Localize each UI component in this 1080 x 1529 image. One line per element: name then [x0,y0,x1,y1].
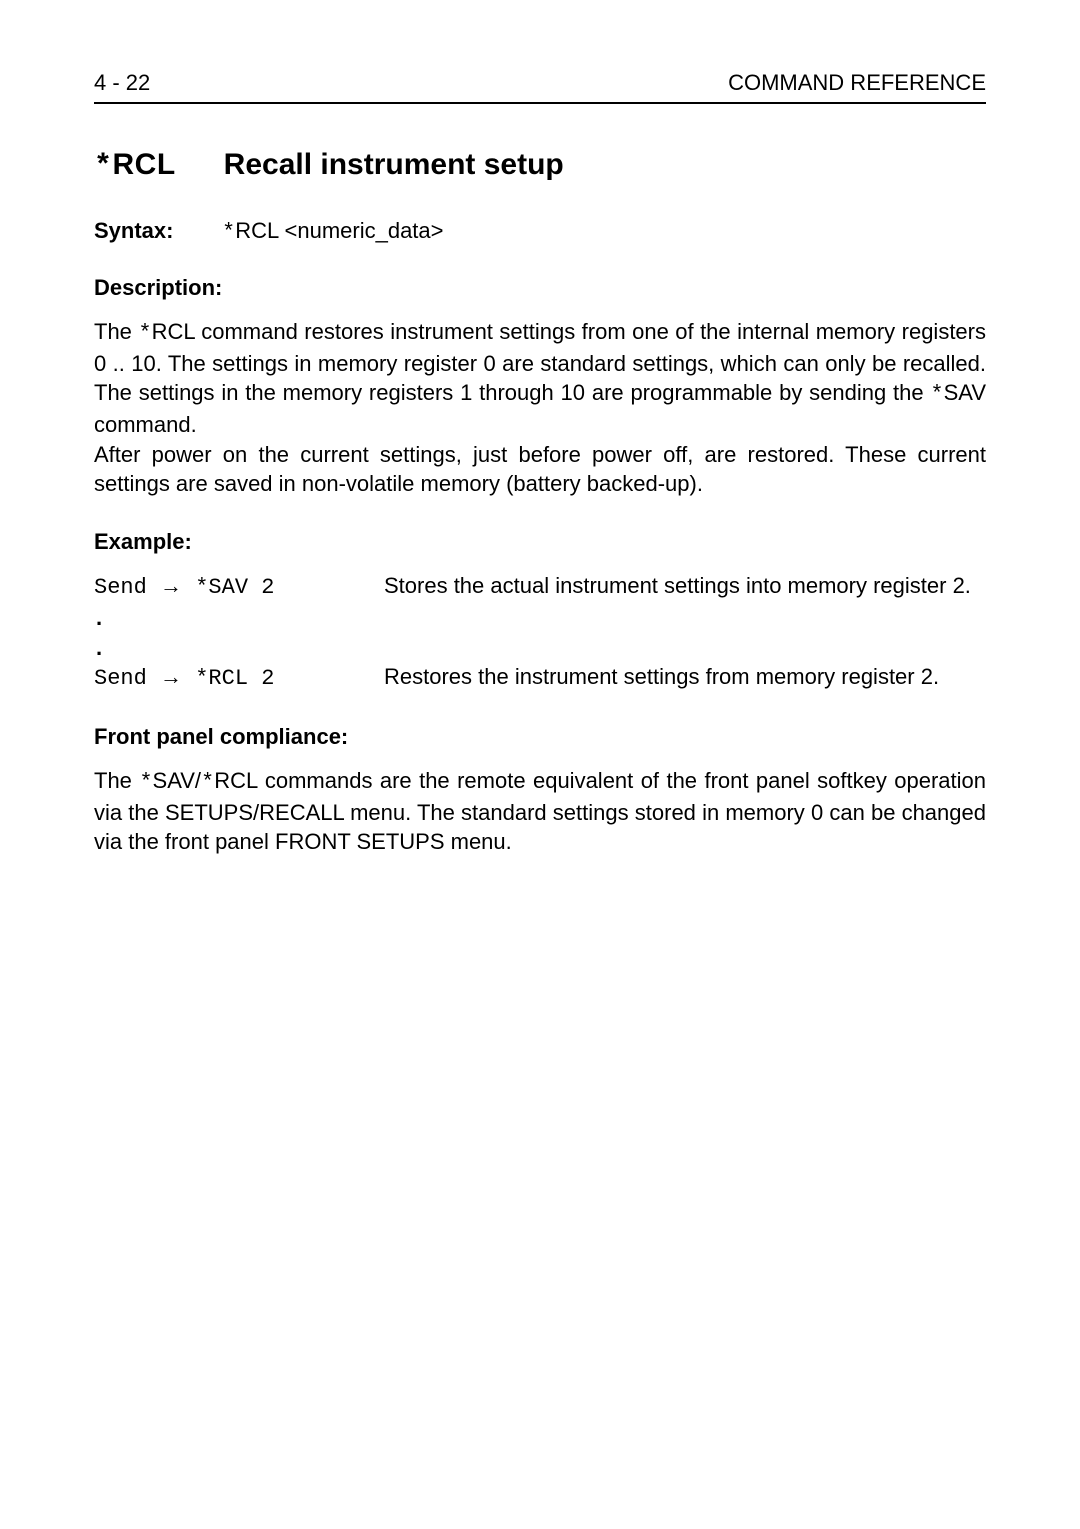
command-name: *RCL [94,148,176,184]
page-header: 4 - 22 COMMAND REFERENCE [94,70,986,104]
example-block: Send → *SAV 2 Stores the actual instrume… [94,571,986,694]
description-body-2: After power on the current settings, jus… [94,440,986,499]
example-text: Stores the actual instrument settings in… [384,571,986,603]
example-dot: . [94,633,986,663]
syntax-label: Syntax: [94,218,222,245]
section-title: COMMAND REFERENCE [728,70,986,96]
description-label: Description: [94,275,986,301]
example-row: Send → *SAV 2 Stores the actual instrume… [94,571,986,603]
example-dot: . [94,603,986,633]
page-number: 4 - 22 [94,70,150,96]
syntax-row: Syntax: *RCL <numeric_data> [94,218,986,245]
command-title-row: *RCL Recall instrument setup [94,148,986,184]
example-cmd: Send → *SAV 2 [94,571,384,603]
example-label: Example: [94,529,986,555]
example-cmd: Send → *RCL 2 [94,662,384,694]
example-row: Send → *RCL 2 Restores the instrument se… [94,662,986,694]
front-panel-body: The *SAV/*RCL commands are the remote eq… [94,766,986,857]
syntax-value: *RCL <numeric_data> [222,218,444,245]
command-name-text: RCL [113,148,176,181]
command-description: Recall instrument setup [224,148,564,182]
example-text: Restores the instrument settings from me… [384,662,986,694]
front-panel-label: Front panel compliance: [94,724,986,750]
document-page: 4 - 22 COMMAND REFERENCE *RCL Recall ins… [94,70,986,887]
description-body: The *RCL command restores instrument set… [94,317,986,440]
